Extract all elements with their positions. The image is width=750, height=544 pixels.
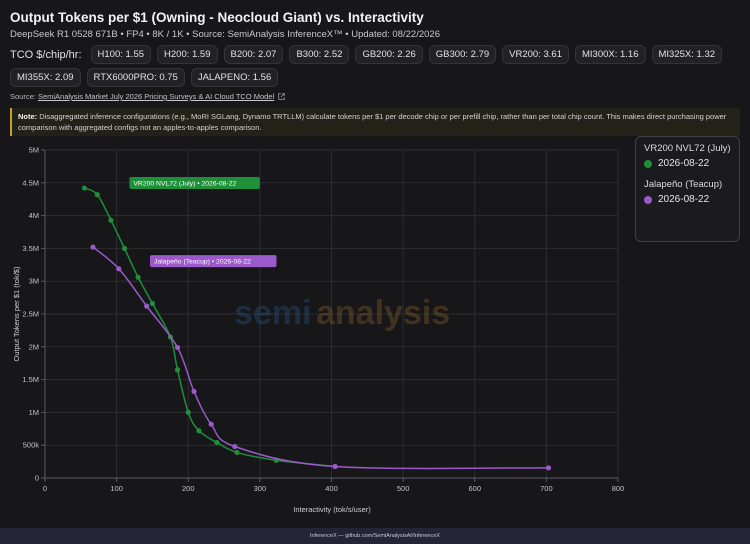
- legend-item-vr200[interactable]: 2026-08-22: [644, 158, 731, 169]
- data-point-jalapeno[interactable]: [208, 421, 214, 427]
- y-tick-label: 500k: [23, 441, 40, 450]
- y-tick-label: 5M: [29, 146, 39, 155]
- x-tick-label: 400: [325, 484, 338, 493]
- x-tick-label: 600: [468, 484, 481, 493]
- chart-title: Output Tokens per $1 (Owning - Neocloud …: [10, 10, 424, 25]
- tco-label: TCO $/chip/hr:: [10, 48, 82, 61]
- legend-date-vr200: 2026-08-22: [658, 158, 710, 169]
- x-tick-label: 500: [397, 484, 410, 493]
- tco-chip-gb300: GB300: 2.79: [428, 45, 497, 64]
- x-tick-label: 200: [182, 484, 195, 493]
- data-point-jalapeno[interactable]: [116, 266, 122, 272]
- x-tick-label: 700: [540, 484, 553, 493]
- data-point-jalapeno[interactable]: [545, 465, 552, 471]
- tco-chip-b300: B300: 2.52: [289, 45, 350, 64]
- legend-date-jalapeno: 2026-08-22: [658, 194, 710, 205]
- tco-row: TCO $/chip/hr: H100: 1.55 H200: 1.59 B20…: [10, 45, 745, 87]
- y-tick-label: 4.5M: [22, 178, 39, 187]
- tco-chip-mi300x: MI300X: 1.16: [574, 45, 646, 64]
- legend-series-jalapeno: Jalapeño (Teacup): [644, 179, 723, 190]
- source-line: Source: SemiAnalysis Market July 2026 Pr…: [10, 92, 285, 101]
- data-point-vr200[interactable]: [214, 439, 220, 446]
- data-point-vr200[interactable]: [81, 185, 87, 191]
- tick-layer: 0 100 200 300 400 500 600 700 800 0 500k 1M 1.5M 2M 2.…: [22, 146, 624, 494]
- watermark-text-2: analysis: [316, 294, 450, 332]
- data-point-jalapeno[interactable]: [90, 244, 96, 250]
- tco-chip-vr200: VR200: 3.61: [502, 45, 569, 64]
- y-tick-label: 3.5M: [22, 244, 39, 253]
- y-axis-title: Output Tokens per $1 (tok/$): [12, 266, 21, 361]
- series-label-bg-jalapeno: [149, 255, 277, 268]
- data-point-vr200[interactable]: [234, 449, 240, 456]
- series-label-text-vr200: VR200 NVL72 (July) • 2026-08-22: [133, 181, 236, 188]
- watermark: semi analysis: [234, 294, 450, 332]
- series-layer: [81, 185, 552, 471]
- data-point-jalapeno[interactable]: [144, 303, 150, 309]
- watermark-text-1: semi: [234, 294, 312, 332]
- legend-dot-jalapeno: [644, 195, 652, 204]
- x-tick-label: 0: [43, 484, 47, 493]
- x-tick-label: 300: [254, 484, 267, 493]
- y-tick-label: 2.5M: [22, 310, 39, 319]
- data-point-vr200[interactable]: [196, 428, 202, 434]
- data-point-jalapeno[interactable]: [174, 344, 181, 351]
- x-tick-label: 800: [612, 484, 625, 493]
- legend-item-jalapeno[interactable]: 2026-08-22: [644, 194, 731, 205]
- series-label-jalapeno: Jalapeño (Teacup) • 2026-08-22: [149, 255, 277, 268]
- external-link-icon[interactable]: [278, 93, 285, 100]
- data-point-vr200[interactable]: [149, 300, 156, 307]
- tco-chip-b200: B200: 2.07: [223, 45, 284, 64]
- tco-chip-h100: H100: 1.55: [90, 45, 152, 64]
- series-line-jalapeno: [92, 246, 549, 470]
- data-point-vr200[interactable]: [135, 274, 141, 280]
- grid-layer: [44, 149, 619, 479]
- y-tick-label: 0: [35, 474, 39, 483]
- chart-subtitle: DeepSeek R1 0528 671B • FP4 • 8K / 1K • …: [10, 29, 440, 40]
- data-point-vr200[interactable]: [174, 367, 181, 373]
- y-tick-label: 4M: [29, 211, 39, 220]
- source-link[interactable]: SemiAnalysis Market July 2026 Pricing Su…: [37, 92, 275, 101]
- label-layer: VR200 NVL72 (July) • 2026-08-22 Jalapeño …: [129, 177, 277, 268]
- tco-chip-h200: H200: 1.59: [157, 45, 218, 64]
- source-prefix: Source:: [10, 92, 36, 101]
- legend: VR200 NVL72 (July) 2026-08-22 Jalapeño (…: [635, 136, 740, 242]
- data-point-vr200[interactable]: [94, 192, 100, 198]
- data-point-vr200[interactable]: [108, 217, 114, 223]
- data-point-vr200[interactable]: [121, 245, 128, 251]
- y-tick-label: 3M: [29, 277, 39, 286]
- y-tick-label: 2M: [29, 342, 39, 351]
- note-text: Disaggregated inference configurations (…: [18, 112, 727, 132]
- series-label-vr200: VR200 NVL72 (July) • 2026-08-22: [129, 177, 260, 190]
- series-label-text-jalapeno: Jalapeño (Teacup) • 2026-08-22: [154, 259, 251, 266]
- tco-chip-mi325x: MI325X: 1.32: [651, 45, 723, 64]
- legend-series-vr200: VR200 NVL72 (July): [644, 143, 731, 154]
- chart-svg: semi analysis 0 100 200 300 400 500 600 700 8000…: [12, 146, 624, 515]
- tco-chip-gb200: GB200: 2.26: [355, 45, 423, 64]
- y-tick-label: 1.5M: [22, 375, 39, 384]
- tco-chip-mi355x: MI355X: 2.09: [10, 68, 81, 87]
- footer: InferenceX — github.com/SemiAnalysisAI/I…: [0, 528, 750, 544]
- data-point-jalapeno[interactable]: [191, 388, 197, 395]
- x-axis-title: Interactivity (tok/s/user): [293, 505, 371, 514]
- y-tick-label: 1M: [29, 408, 39, 417]
- legend-dot-vr200: [644, 159, 652, 168]
- tco-chip-rtx6000pro: RTX6000PRO: 0.75: [86, 68, 185, 87]
- series-label-bg-vr200: [129, 177, 260, 190]
- tco-chip-jalapeno: JALAPENO: 1.56: [190, 68, 279, 87]
- x-tick-label: 100: [110, 484, 123, 493]
- data-point-jalapeno[interactable]: [232, 443, 238, 450]
- data-point-jalapeno[interactable]: [332, 463, 338, 470]
- data-point-vr200[interactable]: [185, 409, 191, 415]
- note-box: Note: Disaggregated inference configurat…: [10, 108, 740, 136]
- note-label: Note:: [18, 112, 38, 121]
